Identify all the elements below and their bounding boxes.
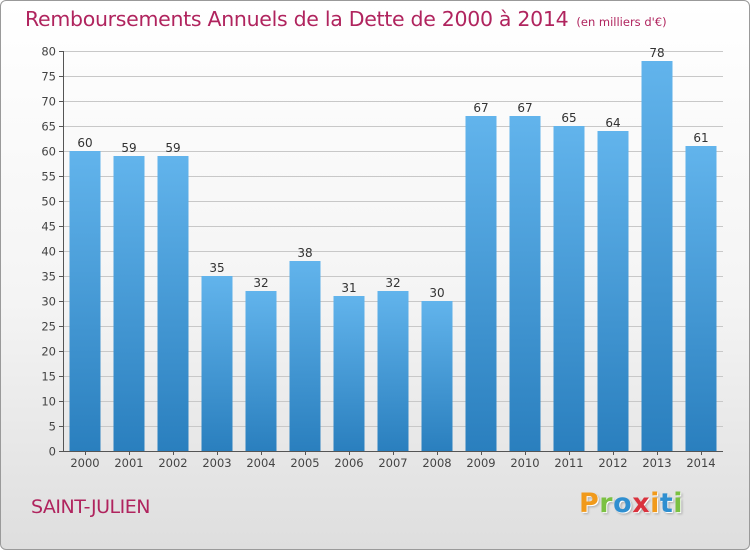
bar	[157, 156, 189, 451]
y-tick-label: 40	[41, 245, 56, 259]
x-tick-label: 2013	[642, 456, 671, 470]
logo-letter: r	[599, 488, 614, 519]
y-tick-label: 75	[41, 70, 56, 84]
commune-name: SAINT-JULIEN	[31, 496, 150, 518]
x-tick-label: 2003	[202, 456, 231, 470]
logo-letter: o	[613, 488, 633, 519]
logo-letter: t	[659, 488, 674, 519]
bar	[69, 151, 101, 451]
x-tick-label: 2001	[114, 456, 143, 470]
bar-value-label: 32	[385, 276, 400, 290]
bar	[597, 131, 629, 451]
x-tick-label: 2005	[290, 456, 319, 470]
bar	[685, 146, 717, 451]
x-tick-label: 2011	[554, 456, 583, 470]
logo-letter: x	[632, 488, 651, 519]
bar	[201, 276, 233, 451]
bar	[113, 156, 145, 451]
bar-value-label: 65	[561, 111, 576, 125]
bar-value-label: 67	[473, 101, 488, 115]
chart-title-text: Remboursements Annuels de la Dette de 20…	[25, 7, 569, 31]
bar-value-label: 67	[517, 101, 532, 115]
bar-value-label: 59	[121, 141, 136, 155]
y-tick-label: 5	[49, 420, 56, 434]
x-tick-label: 2000	[70, 456, 99, 470]
x-tick-label: 2009	[466, 456, 495, 470]
bar	[377, 291, 409, 451]
bar-value-label: 59	[165, 141, 180, 155]
bar	[465, 116, 497, 451]
bar	[509, 116, 541, 451]
logo-letter: i	[673, 488, 684, 519]
proxiti-logo[interactable]: Proxiti	[579, 488, 683, 519]
bar-value-label: 32	[253, 276, 268, 290]
bar	[421, 301, 453, 451]
bar-value-label: 78	[649, 46, 664, 60]
logo-letter: P	[579, 488, 600, 519]
y-tick-label: 60	[41, 145, 56, 159]
bar-value-label: 31	[341, 281, 356, 295]
chart-unit: (en milliers d'€)	[576, 15, 667, 29]
y-tick-label: 70	[41, 95, 56, 109]
bar	[641, 61, 673, 451]
bar	[289, 261, 321, 451]
x-tick-label: 2014	[686, 456, 715, 470]
y-tick-label: 0	[49, 445, 56, 459]
bar-value-label: 38	[297, 246, 312, 260]
y-tick-label: 10	[41, 395, 56, 409]
x-tick-label: 2007	[378, 456, 407, 470]
bar-value-label: 60	[77, 136, 92, 150]
x-tick-label: 2008	[422, 456, 451, 470]
y-tick-label: 55	[41, 170, 56, 184]
x-tick-label: 2012	[598, 456, 627, 470]
y-tick-label: 25	[41, 320, 56, 334]
y-tick-label: 45	[41, 220, 56, 234]
x-tick-label: 2002	[158, 456, 187, 470]
logo-letter: i	[650, 488, 660, 519]
bar-value-label: 30	[429, 286, 444, 300]
bar	[333, 296, 365, 451]
y-tick-label: 50	[41, 195, 56, 209]
y-tick-label: 20	[41, 345, 56, 359]
bars	[69, 61, 717, 451]
x-tick-label: 2006	[334, 456, 363, 470]
bar	[245, 291, 277, 451]
axes: 0 5 10 15 20 25 30 35 40 45 50 55 60 65 70 75 80 2000 2001…	[41, 45, 723, 470]
x-tick-label: 2010	[510, 456, 539, 470]
bar-value-label: 35	[209, 261, 224, 275]
chart-title: Remboursements Annuels de la Dette de 20…	[25, 7, 667, 31]
bar-value-label: 61	[693, 131, 708, 145]
y-tick-label: 35	[41, 270, 56, 284]
y-tick-label: 30	[41, 295, 56, 309]
data-labels: 60 59 59 35 32 38 31 32 30 67 67 65 64 78 61	[77, 46, 708, 300]
y-tick-label: 65	[41, 120, 56, 134]
bar	[553, 126, 585, 451]
y-tick-label: 15	[41, 370, 56, 384]
x-tick-label: 2004	[246, 456, 275, 470]
bar-value-label: 64	[605, 116, 620, 130]
y-tick-label: 80	[41, 45, 56, 59]
